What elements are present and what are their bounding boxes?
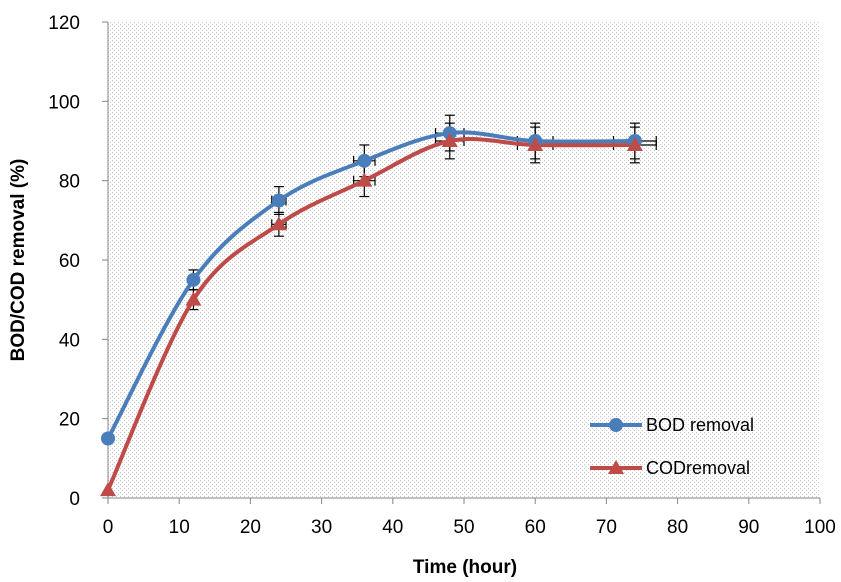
axes: [102, 21, 821, 504]
x-tick-label: 40: [382, 517, 403, 538]
y-tick-label: 0: [69, 489, 80, 510]
data-point-bod: [186, 272, 201, 287]
data-point-cod: [527, 136, 544, 151]
data-point-cod: [441, 133, 458, 147]
y-tick-label: 60: [59, 251, 80, 272]
x-tick-label: 60: [525, 517, 546, 538]
x-tick-label: 90: [738, 517, 759, 538]
x-axis-title: Time (hour): [413, 557, 517, 578]
legend-label: CODremoval: [646, 458, 750, 478]
series: [100, 114, 657, 497]
data-point-cod: [356, 172, 373, 187]
x-tick-label: 0: [103, 517, 114, 538]
legend-marker: [608, 460, 624, 474]
y-tick-label: 20: [59, 410, 80, 431]
data-point-bod: [101, 431, 115, 446]
y-tick-label: 40: [59, 330, 80, 351]
legend: BOD removal CODremoval: [590, 415, 754, 478]
y-tick-label: 80: [59, 172, 80, 193]
x-tick-label: 80: [667, 517, 688, 538]
tick-labels: 0 20 40 60 80 100 120 0 10 20 30 40 50 60 70 80 90 100: [48, 13, 836, 538]
data-point-cod: [270, 216, 287, 231]
data-point-cod: [626, 136, 643, 151]
x-tick-label: 70: [596, 517, 617, 538]
y-tick-label: 100: [48, 92, 80, 113]
y-tick-label: 120: [48, 13, 80, 34]
legend-label: BOD removal: [646, 415, 754, 435]
x-tick-label: 50: [453, 517, 474, 538]
data-point-bod: [271, 193, 286, 208]
x-tick-label: 20: [240, 517, 261, 538]
legend-marker: [609, 418, 623, 432]
data-point-cod: [185, 291, 202, 306]
data-point-bod: [357, 153, 372, 168]
x-tick-label: 100: [804, 517, 836, 538]
y-axis-title: BOD/COD removal (%): [8, 159, 29, 362]
x-tick-label: 10: [169, 517, 190, 538]
data-point-cod: [100, 482, 116, 497]
x-tick-label: 30: [311, 517, 332, 538]
